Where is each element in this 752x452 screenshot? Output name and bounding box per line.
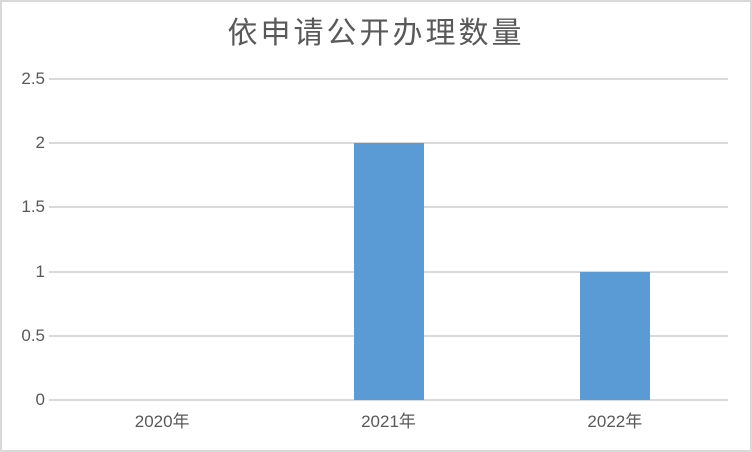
bar-2021年	[353, 143, 424, 400]
x-axis-tick-label: 2020年	[134, 412, 190, 431]
x-axis-line	[49, 399, 728, 401]
gridline	[49, 78, 728, 80]
bar-2022年	[579, 271, 650, 400]
x-axis-tick-label: 2021年	[361, 412, 416, 431]
y-axis-tick-label: 1.5	[21, 197, 45, 217]
x-axis-tick-label: 2022年	[587, 412, 643, 431]
y-axis-tick-label: 1	[35, 261, 45, 281]
chart-title: 依申请公开办理数量	[227, 17, 525, 50]
y-axis-tick-label: 2.5	[21, 69, 45, 88]
y-axis-tick-label: 0.5	[21, 325, 45, 345]
y-axis-tick-label: 2	[35, 133, 45, 153]
y-axis-tick-label: 0	[35, 390, 45, 409]
